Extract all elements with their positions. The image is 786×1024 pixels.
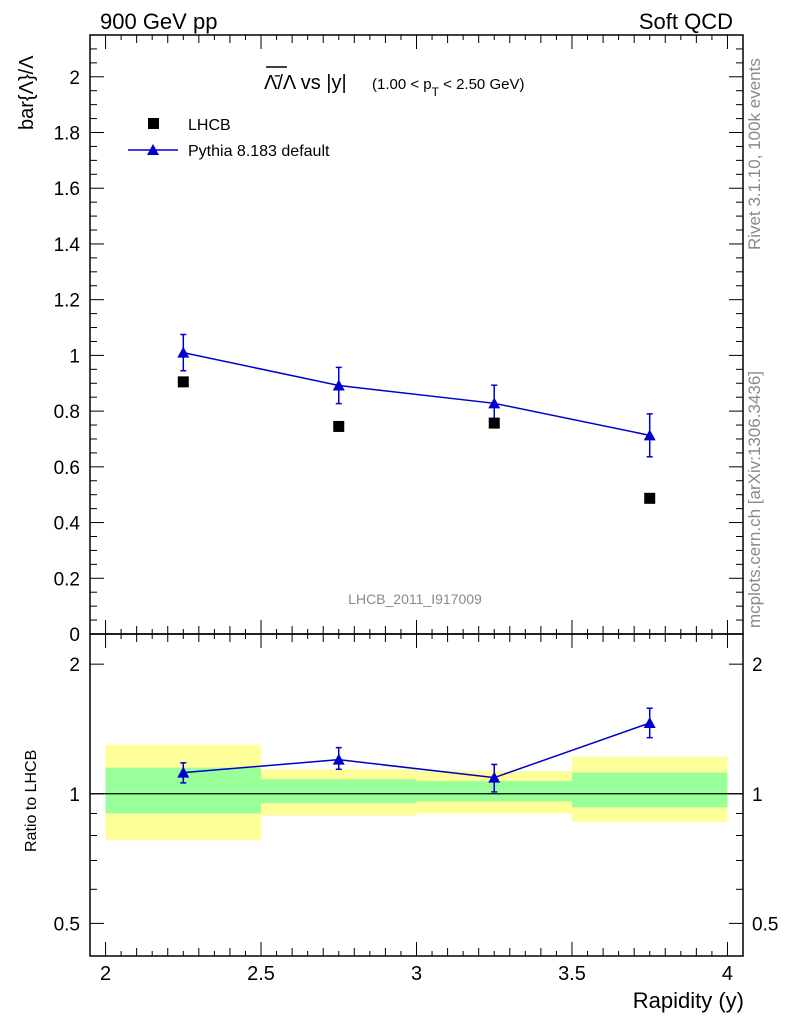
y-tick-label: 0.2: [54, 569, 80, 590]
mc-point: [177, 346, 190, 358]
y-tick-label: 1: [69, 346, 80, 367]
ratio-mc-point: [643, 717, 656, 729]
data-point: [177, 376, 189, 388]
ratio-y-tick-label-left: 1: [69, 785, 80, 806]
x-axis-label: Rapidity (y): [633, 988, 744, 1013]
plot-title: Λ̄/Λ vs |y| (1.00 < pT < 2.50 GeV): [264, 66, 524, 99]
title-sub: (1.00 < pT < 2.50 GeV): [372, 76, 524, 99]
y-tick-label: 0.6: [54, 458, 80, 479]
y-tick-label: 1.4: [54, 235, 81, 256]
ratio-y-tick-label-right: 2: [752, 655, 763, 676]
x-tick-label: 3.5: [558, 963, 586, 985]
title-main: Λ̄/Λ vs |y|: [264, 72, 347, 94]
mcplots-label: mcplots.cern.ch [arXiv:1306.3436]: [745, 371, 764, 628]
mc-point: [643, 429, 656, 441]
data-marks: [177, 333, 656, 793]
ratio-y-tick-label-left: 2: [69, 655, 80, 676]
mc-point: [332, 379, 345, 391]
y-tick-label: 2: [69, 68, 80, 89]
rivet-version-label: Rivet 3.1.10, 100k events: [745, 58, 764, 250]
x-tick-label: 4: [722, 963, 733, 985]
title-sub-index: T: [432, 85, 440, 99]
y-axis-label: bar{Λ}/Λ: [16, 55, 38, 130]
ratio-y-axis-label: Ratio to LHCB: [23, 750, 40, 852]
ratio-y-tick-label-right: 1: [752, 785, 763, 806]
ratio-y-tick-label-right: 0.5: [752, 914, 778, 935]
ratio-mc-point: [488, 771, 501, 783]
ratio-y-tick-label-left: 0.5: [54, 914, 80, 935]
ratio-uncertainty-bands: [90, 744, 743, 841]
x-tick-label: 2.5: [247, 963, 275, 985]
title-sub-start: (1.00 < p: [372, 76, 432, 93]
mc-point: [488, 397, 501, 409]
y-tick-label: 0.8: [54, 402, 80, 423]
y-tick-label: 1.2: [54, 291, 80, 312]
y-tick-label: 1.6: [54, 179, 80, 200]
legend-mc-marker: [147, 144, 159, 155]
ratio-mc-point: [332, 753, 345, 765]
ratio-band-inner: [261, 779, 417, 804]
data-point: [488, 417, 500, 429]
legend-data-label: LHCB: [188, 117, 231, 134]
legend-mc-label: Pythia 8.183 default: [188, 143, 330, 160]
y-tick-label: 0: [69, 625, 80, 646]
data-point: [333, 420, 345, 432]
ratio-band-inner: [571, 772, 728, 808]
mc-series-line: [183, 351, 650, 437]
title-sub-end: < 2.50 GeV): [439, 76, 524, 93]
legend: LHCB Pythia 8.183 default: [128, 117, 330, 160]
x-tick-label: 2: [100, 963, 111, 985]
ratio-plot-frame: [89, 633, 744, 957]
data-point: [644, 492, 656, 504]
x-tick-label: 3: [411, 963, 422, 985]
y-tick-label: 1.8: [54, 124, 80, 145]
analysis-watermark: LHCB_2011_I917009: [348, 591, 482, 607]
ratio-mc-line: [183, 722, 650, 779]
header-right: Soft QCD: [639, 9, 733, 34]
legend-data-marker: [148, 118, 159, 129]
y-tick-label: 0.4: [54, 514, 81, 535]
axis-ticks: 2 2.5 3 3.5 4 0 0.2 0.4 0.6 0.8 1 1.2 1.4 1.6 1.8 2 0.5 0…: [54, 34, 778, 985]
ratio-mc-point: [177, 766, 190, 778]
header-left: 900 GeV pp: [100, 9, 217, 34]
